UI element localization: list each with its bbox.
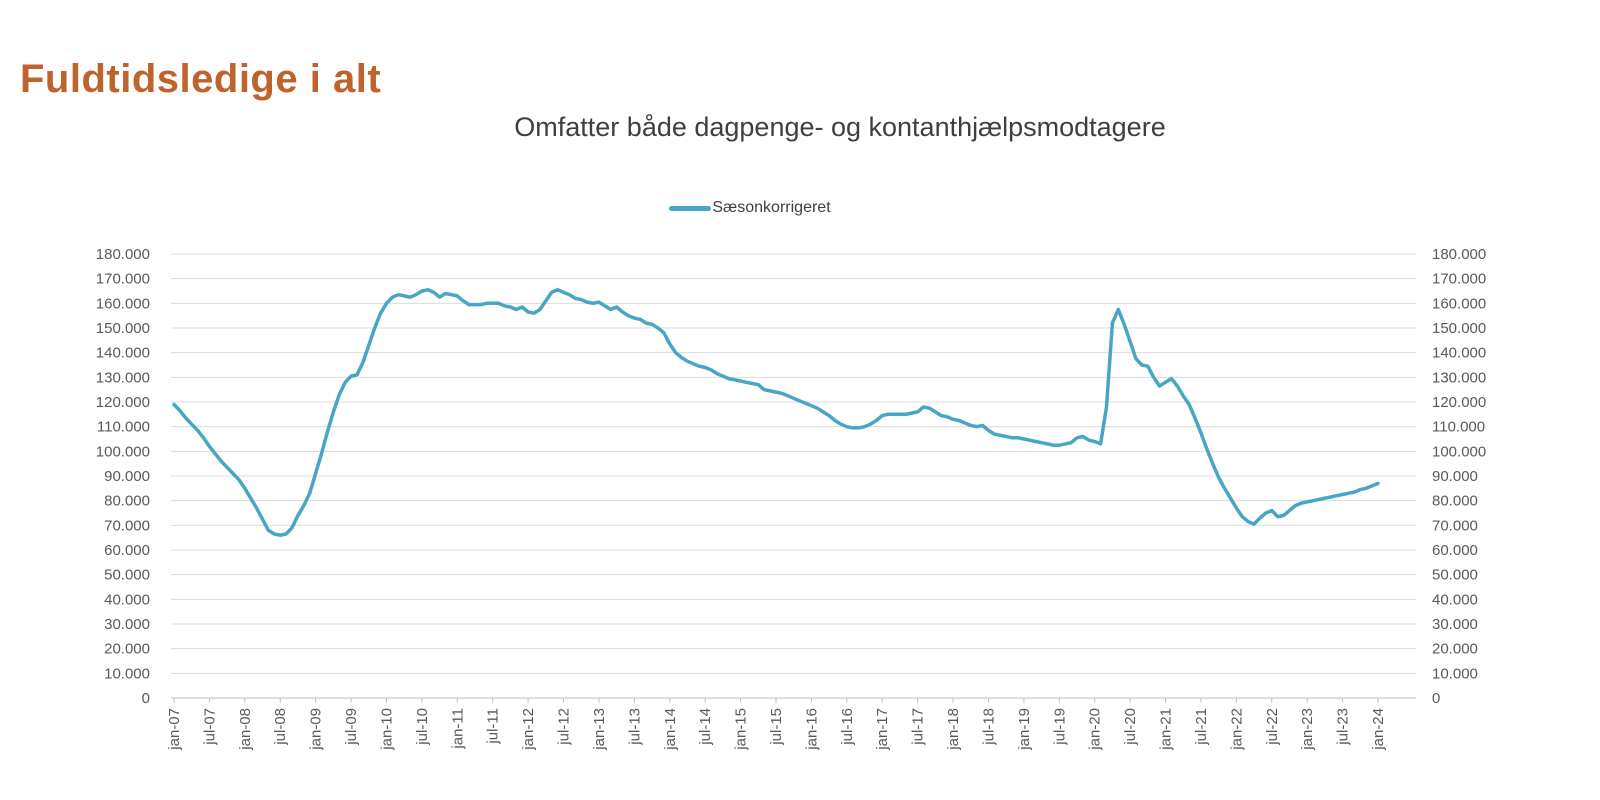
- x-axis-label: jul-14: [697, 708, 714, 746]
- x-axis-label: jan-12: [520, 708, 537, 751]
- y-axis-label-right: 50.000: [1432, 567, 1478, 584]
- y-axis-label-right: 30.000: [1432, 616, 1478, 633]
- x-axis-label: jan-11: [449, 708, 466, 750]
- y-axis-label-right: 100.000: [1432, 443, 1486, 460]
- y-axis-label-right: 160.000: [1432, 295, 1486, 312]
- y-axis-label-left: 110.000: [97, 419, 150, 436]
- y-axis-label-right: 70.000: [1432, 517, 1478, 534]
- x-axis-label: jan-16: [803, 708, 820, 751]
- x-axis-label: jan-10: [378, 708, 395, 751]
- x-axis-label: jul-12: [556, 708, 573, 746]
- y-axis-label-left: 60.000: [104, 542, 150, 559]
- y-axis-label-right: 80.000: [1432, 493, 1478, 510]
- x-axis-label: jan-17: [874, 708, 891, 751]
- x-axis-label: jul-22: [1264, 708, 1281, 746]
- x-axis-label: jul-07: [201, 708, 218, 746]
- y-axis-label-left: 140.000: [96, 345, 150, 362]
- y-axis-label-right: 110.000: [1432, 419, 1485, 436]
- x-axis-label: jul-20: [1122, 708, 1139, 746]
- y-axis-label-left: 180.000: [96, 246, 150, 263]
- y-axis-label-right: 120.000: [1432, 394, 1486, 411]
- x-axis-label: jul-15: [768, 708, 785, 746]
- y-axis-label-left: 10.000: [104, 665, 150, 682]
- y-axis-label-right: 60.000: [1432, 542, 1478, 559]
- y-axis-label-left: 40.000: [104, 591, 150, 608]
- y-axis-label-right: 40.000: [1432, 591, 1478, 608]
- x-axis-label: jan-08: [237, 708, 254, 751]
- x-axis-label: jul-11: [485, 708, 502, 745]
- y-axis-label-left: 130.000: [96, 369, 150, 386]
- y-axis-label-right: 170.000: [1432, 271, 1486, 288]
- series-line-saesonkorrigeret: [172, 288, 1380, 537]
- x-axis-label: jul-09: [343, 708, 360, 746]
- y-axis-label-left: 170.000: [96, 271, 150, 288]
- x-axis-label: jan-19: [1016, 708, 1033, 751]
- page-title: Fuldtidsledige i alt: [20, 56, 382, 101]
- legend-series-label: Sæsonkorrigeret: [712, 199, 831, 216]
- y-axis-label-right: 90.000: [1432, 468, 1478, 485]
- x-axis-label: jan-13: [591, 708, 608, 751]
- x-axis-label: jul-21: [1193, 708, 1210, 746]
- x-axis-label: jan-14: [662, 708, 679, 751]
- y-axis-label-left: 160.000: [96, 295, 150, 312]
- y-axis-label-right: 130.000: [1432, 369, 1486, 386]
- y-axis-label-right: 140.000: [1432, 345, 1486, 362]
- y-axis-label-left: 20.000: [104, 641, 150, 658]
- x-axis-label: jan-15: [733, 708, 750, 751]
- x-axis-label: jan-22: [1228, 708, 1245, 751]
- y-axis-label-right: 20.000: [1432, 641, 1478, 658]
- x-axis-label: jan-09: [308, 708, 325, 751]
- x-axis-label: jan-18: [945, 708, 962, 751]
- x-axis-label: jul-23: [1335, 708, 1352, 746]
- x-axis-label: jul-18: [980, 708, 997, 746]
- x-axis-label: jan-20: [1087, 708, 1104, 751]
- y-axis-label-left: 100.000: [96, 443, 150, 460]
- x-axis-label: jul-16: [839, 708, 856, 746]
- y-axis-label-left: 50.000: [104, 567, 150, 584]
- y-axis-label-left: 150.000: [96, 320, 150, 337]
- x-axis-label: jul-19: [1051, 708, 1068, 746]
- x-axis-label: jul-08: [272, 708, 289, 746]
- y-axis-label-left: 70.000: [104, 517, 150, 534]
- y-axis-label-left: 30.000: [104, 616, 150, 633]
- y-axis-label-left: 90.000: [104, 468, 150, 485]
- x-axis-label: jul-17: [910, 708, 927, 746]
- legend-line-swatch: [669, 205, 712, 211]
- y-axis-label-right: 0: [1432, 690, 1440, 707]
- y-axis-label-left: 0: [142, 690, 150, 707]
- chart-legend: Sæsonkorrigeret: [600, 197, 900, 219]
- x-axis-label: jan-24: [1370, 708, 1387, 751]
- x-axis-label: jul-13: [626, 708, 643, 746]
- y-axis-label-right: 180.000: [1432, 246, 1486, 263]
- y-axis-label-left: 120.000: [96, 394, 150, 411]
- y-axis-label-right: 150.000: [1432, 320, 1486, 337]
- y-axis-label-left: 80.000: [104, 493, 150, 510]
- x-axis-label: jan-23: [1299, 708, 1316, 751]
- x-axis-label: jul-10: [414, 708, 431, 746]
- y-axis-label-right: 10.000: [1432, 665, 1478, 682]
- x-axis-label: jan-07: [166, 708, 183, 751]
- x-axis-label: jan-21: [1158, 708, 1175, 751]
- chart-title: Omfatter både dagpenge- og kontanthjælps…: [514, 112, 1166, 142]
